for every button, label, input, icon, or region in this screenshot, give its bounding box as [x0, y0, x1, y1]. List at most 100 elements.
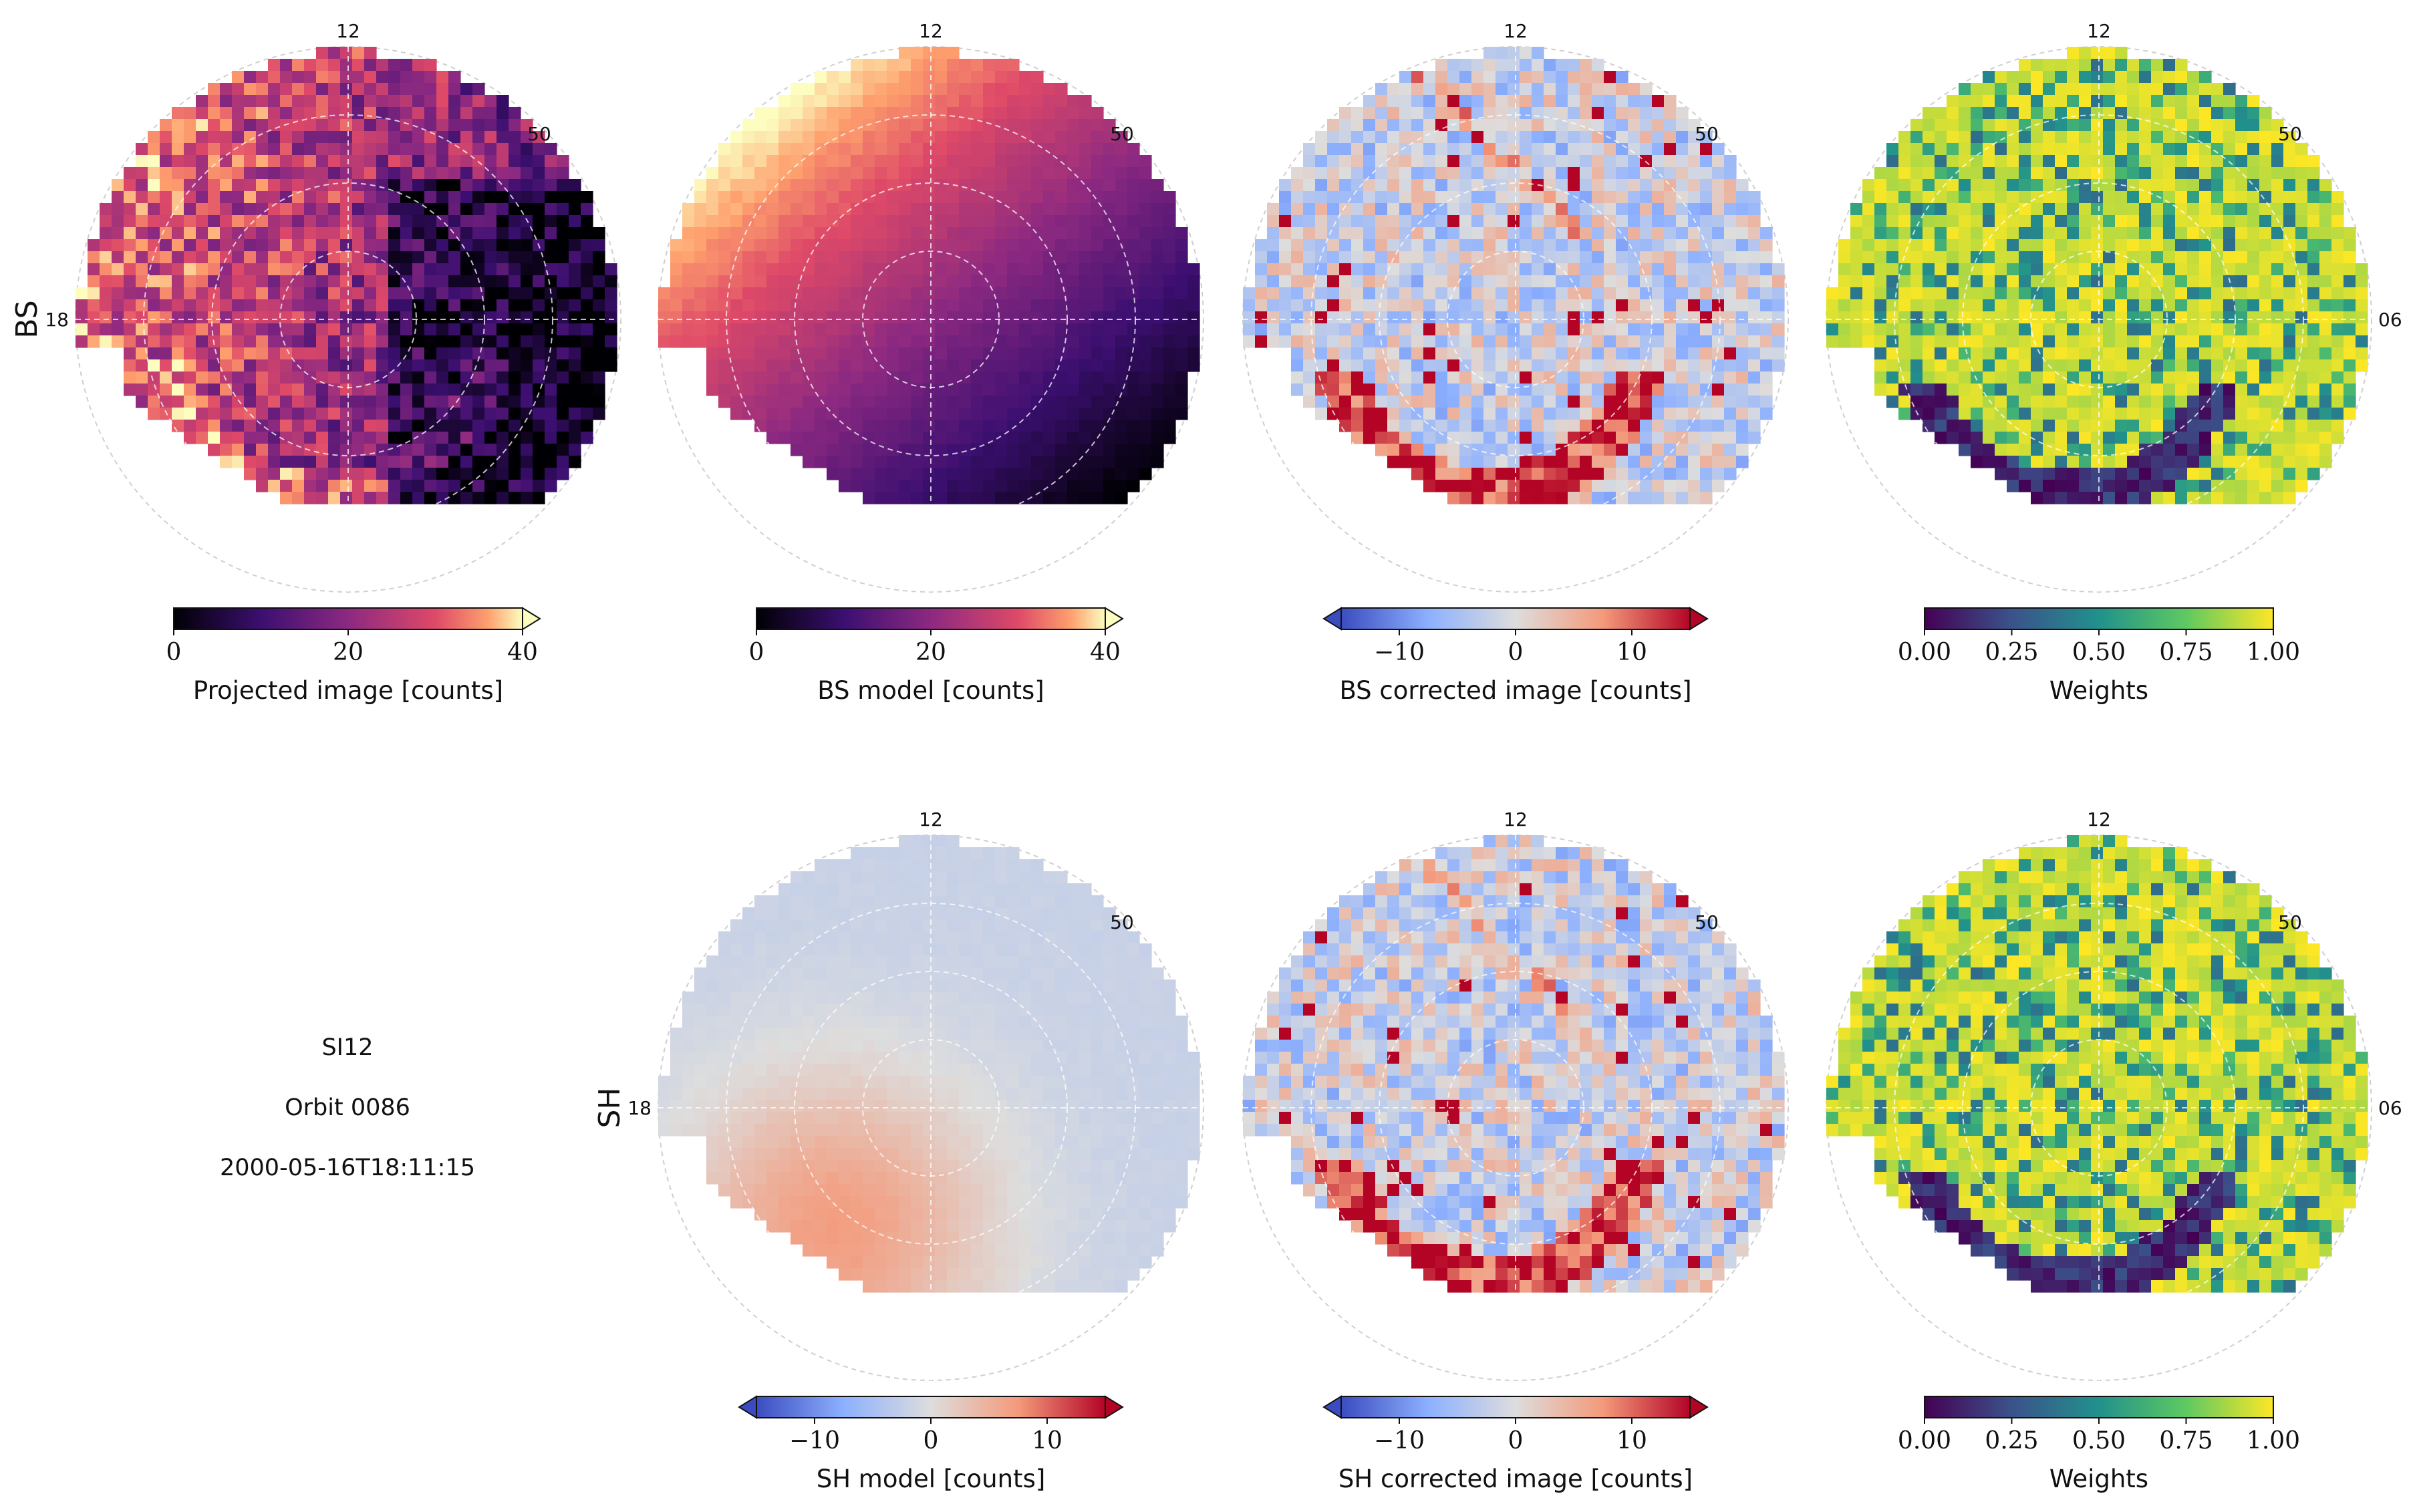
heatmap-cell	[124, 239, 136, 252]
heatmap-cell	[328, 83, 341, 96]
heatmap-cell	[448, 203, 461, 216]
heatmap-cell	[160, 131, 172, 144]
heatmap-cell	[220, 311, 233, 324]
heatmap-cell	[1700, 143, 1713, 156]
heatmap-cell	[670, 239, 683, 252]
heatmap-cell	[376, 396, 389, 408]
heatmap-cell	[2271, 239, 2284, 252]
heatmap-cell	[1544, 299, 1556, 312]
heatmap-cell	[2019, 215, 2031, 228]
heatmap-cell	[1736, 432, 1749, 444]
heatmap-cell	[1520, 107, 1532, 120]
heatmap-cell	[1995, 239, 2007, 252]
heatmap-cell	[1327, 179, 1340, 192]
heatmap-cell	[899, 71, 911, 84]
heatmap-cell	[1127, 359, 1140, 372]
heatmap-cell	[448, 263, 461, 276]
heatmap-cell	[1688, 131, 1701, 144]
heatmap-cell	[1616, 227, 1628, 240]
heatmap-cell	[1043, 143, 1056, 156]
heatmap-cell	[1544, 456, 1556, 468]
heatmap-cell	[352, 347, 365, 360]
heatmap-cell	[863, 191, 875, 204]
heatmap-cell	[2211, 323, 2224, 336]
heatmap-cell	[2271, 119, 2284, 132]
heatmap-cell	[1351, 191, 1364, 204]
heatmap-cell	[1151, 239, 1164, 252]
heatmap-cell	[863, 95, 875, 108]
heatmap-cell	[1616, 492, 1628, 504]
heatmap-cell	[1387, 227, 1400, 240]
heatmap-cell	[316, 275, 329, 288]
heatmap-cell	[1971, 83, 1983, 96]
heatmap-cell	[244, 83, 257, 96]
heatmap-cell	[569, 203, 581, 216]
heatmap-cell	[593, 323, 605, 336]
heatmap-cell	[1712, 420, 1725, 432]
heatmap-cell	[1688, 155, 1701, 168]
heatmap-cell	[1351, 371, 1364, 384]
heatmap-cell	[1712, 239, 1725, 252]
heatmap-cell	[1043, 492, 1056, 504]
heatmap-cell	[1910, 323, 1923, 336]
heatmap-cell	[923, 203, 936, 216]
heatmap-cell	[2031, 107, 2043, 120]
heatmap-cell	[400, 119, 413, 132]
heatmap-cell	[899, 131, 911, 144]
heatmap-cell	[2211, 227, 2224, 240]
heatmap-cell	[2235, 251, 2248, 264]
heatmap-cell	[2055, 107, 2068, 120]
heatmap-cell	[2103, 203, 2116, 216]
heatmap-cell	[766, 396, 779, 408]
heatmap-cell	[1508, 408, 1520, 420]
heatmap-cell	[2283, 275, 2296, 288]
heatmap-cell	[995, 59, 1008, 71]
heatmap-cell	[496, 167, 509, 180]
heatmap-cell	[388, 83, 401, 96]
heatmap-cell	[971, 492, 984, 504]
heatmap-cell	[2079, 263, 2092, 276]
heatmap-cell	[557, 468, 569, 480]
heatmap-cell	[791, 299, 803, 312]
heatmap-cell	[2259, 167, 2272, 180]
heatmap-cell	[521, 287, 533, 300]
heatmap-cell	[1898, 155, 1911, 168]
heatmap-cell	[328, 59, 341, 71]
heatmap-cell	[1616, 239, 1628, 252]
heatmap-cell	[328, 456, 341, 468]
heatmap-cell	[1139, 359, 1152, 372]
heatmap-cell	[2151, 107, 2164, 120]
heatmap-cell	[1652, 480, 1665, 492]
heatmap-cell	[1947, 143, 1959, 156]
heatmap-cell	[1616, 444, 1628, 456]
heatmap-cell	[1748, 347, 1761, 360]
heatmap-cell	[1604, 444, 1616, 456]
heatmap-cell	[220, 131, 233, 144]
heatmap-cell	[778, 311, 791, 324]
heatmap-cell	[1351, 239, 1364, 252]
heatmap-cell	[328, 203, 341, 216]
heatmap-cell	[316, 456, 329, 468]
heatmap-cell	[1983, 347, 1995, 360]
heatmap-cell	[1496, 119, 1508, 132]
heatmap-cell	[791, 323, 803, 336]
heatmap-cell	[1291, 384, 1304, 396]
heatmap-cell	[839, 143, 851, 156]
heatmap-cell	[1243, 299, 1256, 312]
mlt-12-label: 12	[1504, 20, 1528, 42]
heatmap-cell	[376, 119, 389, 132]
heatmap-cell	[778, 95, 791, 108]
heatmap-cell	[1592, 432, 1604, 444]
heatmap-cell	[839, 131, 851, 144]
heatmap-cell	[1079, 323, 1092, 336]
heatmap-cell	[1315, 155, 1328, 168]
heatmap-cell	[1556, 167, 1568, 180]
heatmap-cell	[2007, 251, 2019, 264]
heatmap-cell	[1995, 71, 2007, 84]
heatmap-cell	[1508, 227, 1520, 240]
heatmap-cell	[1067, 347, 1080, 360]
heatmap-cell	[2067, 335, 2080, 348]
heatmap-cell	[340, 480, 353, 492]
heatmap-cell	[1423, 239, 1436, 252]
heatmap-cell	[88, 275, 100, 288]
